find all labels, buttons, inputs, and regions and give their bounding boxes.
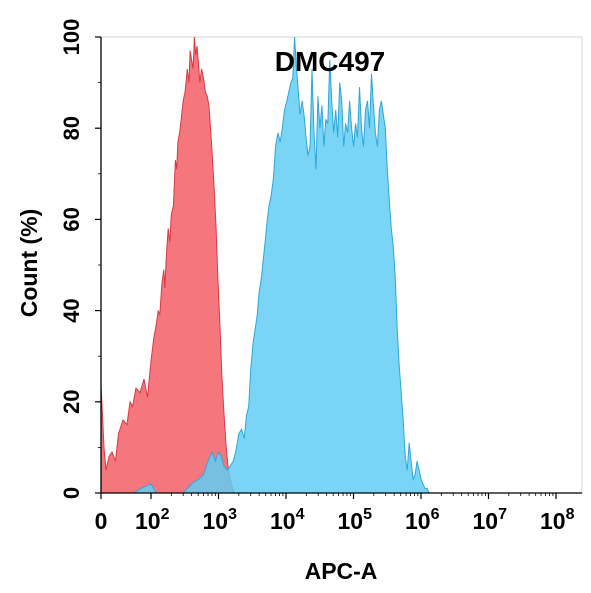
x-axis-label: APC-A <box>305 558 378 584</box>
histogram-series-1 <box>100 36 235 494</box>
x-tick-label: 0 <box>95 508 108 534</box>
histogram-series-2 <box>131 36 431 494</box>
chart-title: DMC497 <box>275 46 385 77</box>
y-axis-ticks: 0 20 40 60 80 100 <box>59 19 101 499</box>
y-tick-label: 100 <box>59 19 84 56</box>
y-tick-label: 80 <box>59 116 84 140</box>
x-tick-label: 102 <box>135 506 170 534</box>
y-tick-label: 40 <box>59 298 84 322</box>
x-tick-label: 107 <box>473 506 508 534</box>
y-tick-label: 20 <box>59 390 84 414</box>
y-tick-label: 60 <box>59 207 84 231</box>
series-layer <box>100 36 431 494</box>
y-tick-label: 0 <box>59 487 84 499</box>
x-tick-label: 106 <box>405 506 440 534</box>
x-tick-label: 108 <box>540 506 575 534</box>
y-axis-label: Count (%) <box>16 209 42 318</box>
plot-area: 0 102 103 104 105 106 107 108 0 20 40 60 80 100 <box>59 19 583 534</box>
x-tick-label: 103 <box>203 506 238 534</box>
x-tick-label: 104 <box>270 506 305 534</box>
x-axis-ticks: 0 102 103 104 105 106 107 108 <box>95 493 575 534</box>
x-tick-label: 105 <box>338 506 373 534</box>
